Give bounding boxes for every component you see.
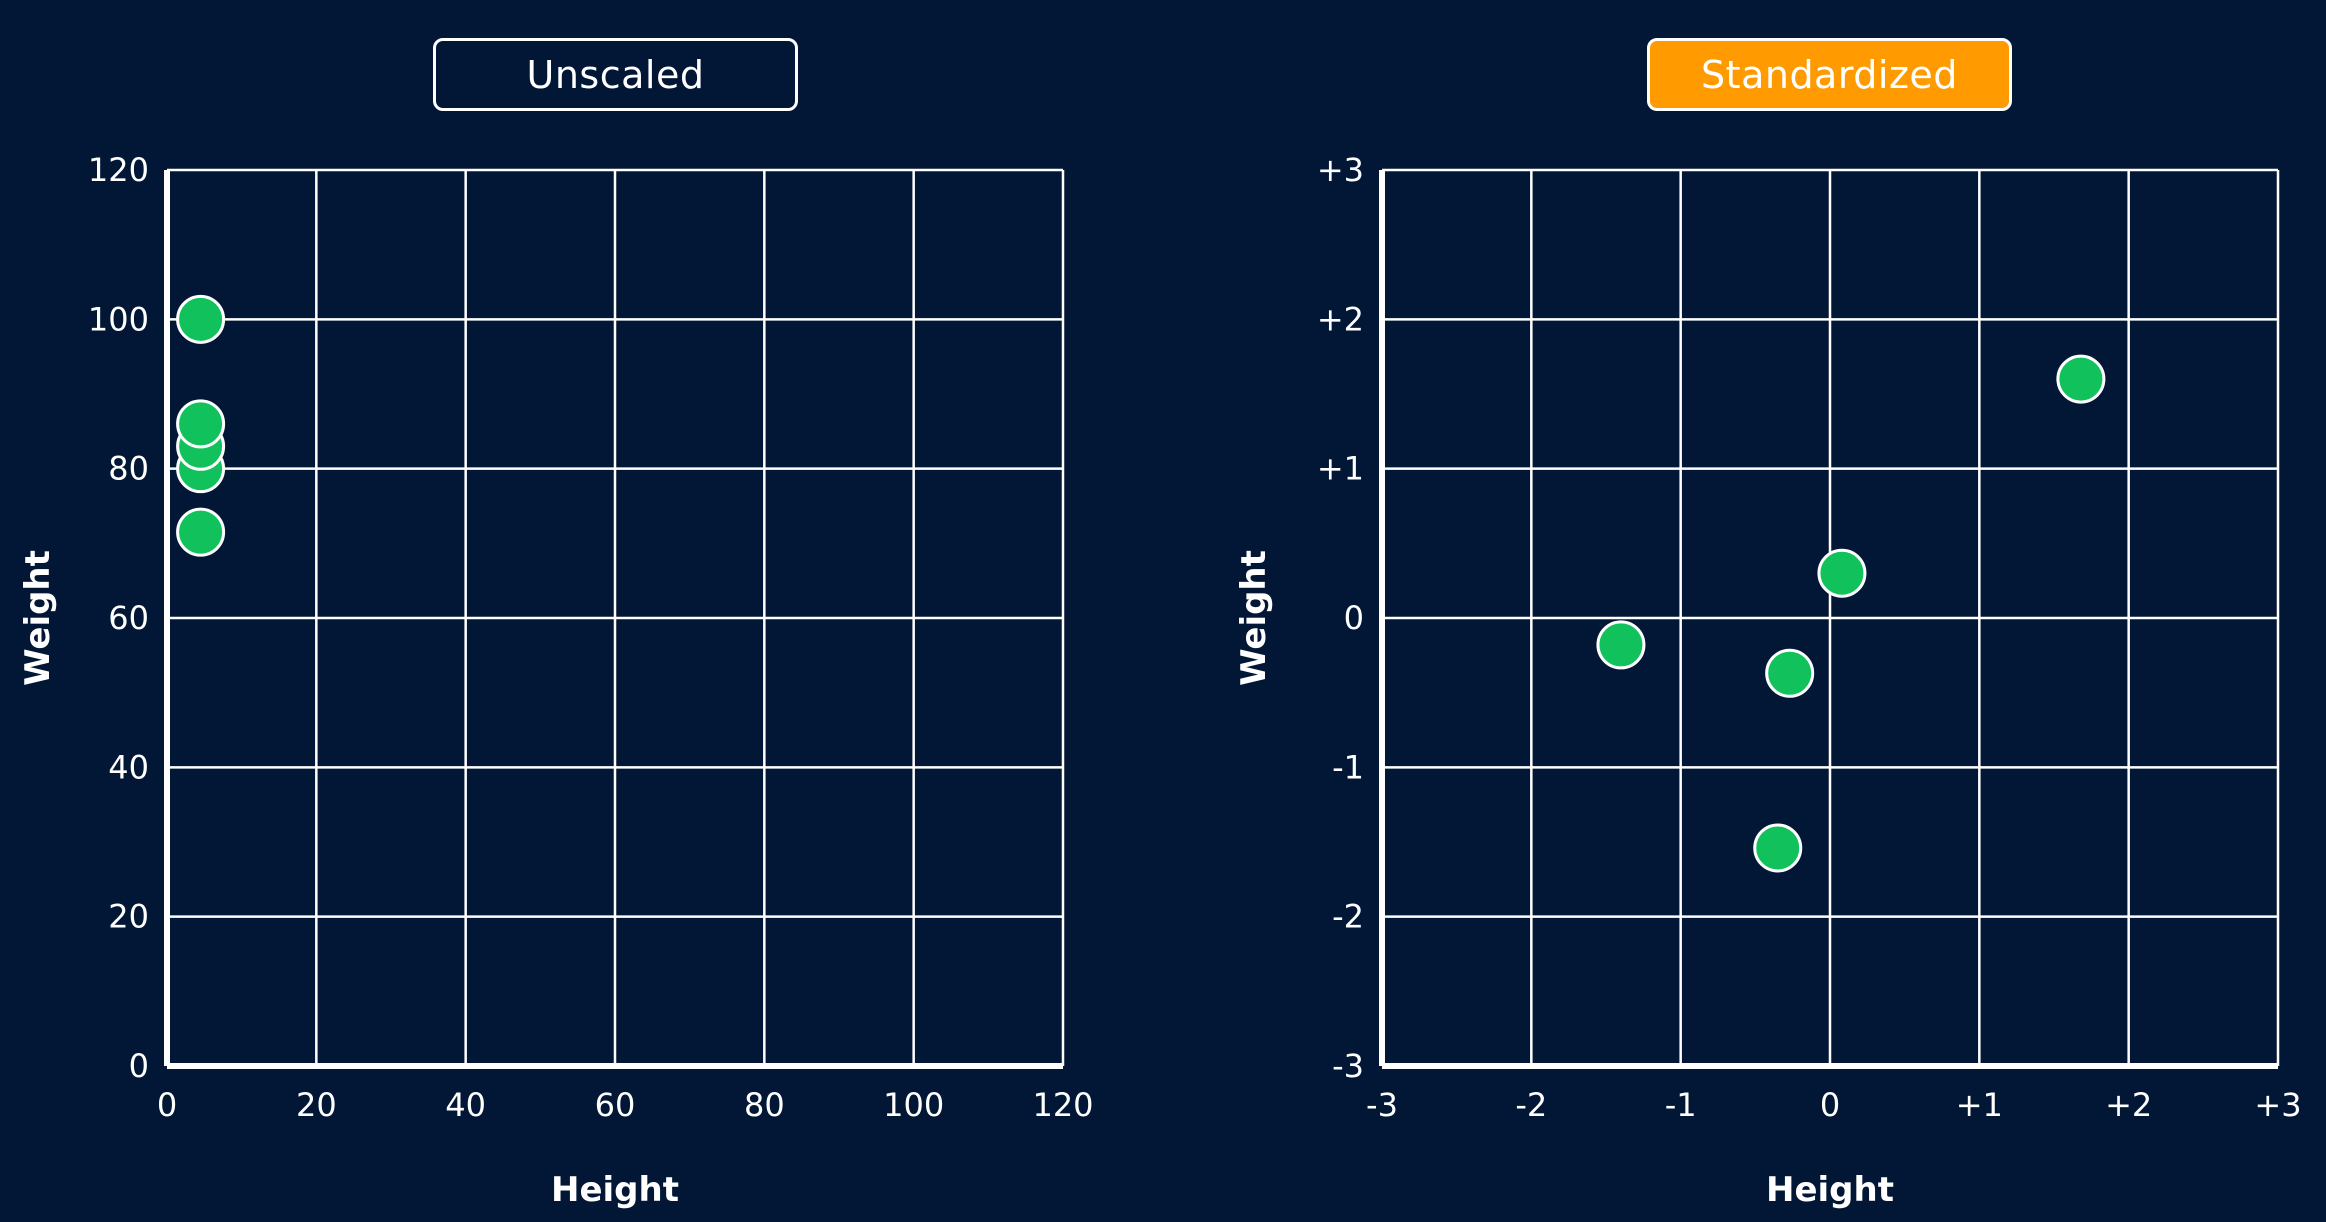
standardized-xtick-label: +2 xyxy=(2105,1086,2152,1124)
standardized-xtick-label: +1 xyxy=(1956,1086,2003,1124)
unscaled-ytick-label: 100 xyxy=(88,300,149,338)
unscaled-data-point xyxy=(176,294,226,344)
standardized-xtick-label: -1 xyxy=(1665,1086,1697,1124)
unscaled-ytick-label: 40 xyxy=(108,748,149,786)
standardized-xtick-label: -3 xyxy=(1366,1086,1398,1124)
standardized-data-point xyxy=(2056,354,2106,404)
standardized-y-axis-label: Weight xyxy=(1234,550,1274,686)
unscaled-plot: 0 20 40 60 80 100 120 0 20 40 60 80 100 120 Height Weig… xyxy=(18,151,1094,1210)
unscaled-ytick-label: 0 xyxy=(129,1047,149,1085)
standardized-xtick-label: 0 xyxy=(1820,1086,1840,1124)
unscaled-xtick-label: 20 xyxy=(296,1086,337,1124)
standardized-data-point xyxy=(1765,648,1815,698)
unscaled-xtick-label: 100 xyxy=(883,1086,944,1124)
standardized-data-point xyxy=(1753,823,1803,873)
standardized-data-point xyxy=(1817,548,1867,598)
standardized-data-point xyxy=(1596,620,1646,670)
standardized-ytick-label: +1 xyxy=(1317,450,1364,488)
standardized-ytick-label: 0 xyxy=(1344,599,1364,637)
standardized-plot: -3 -2 -1 0 +1 +2 +3 -3 -2 -1 0 +1 +2 +3 Height Weight xyxy=(1234,151,2302,1210)
unscaled-data-point xyxy=(176,399,226,449)
unscaled-xtick-label: 80 xyxy=(744,1086,785,1124)
unscaled-xtick-label: 0 xyxy=(157,1086,177,1124)
unscaled-y-axis-label: Weight xyxy=(18,550,58,686)
unscaled-xtick-label: 60 xyxy=(595,1086,636,1124)
unscaled-data-point xyxy=(176,507,226,557)
unscaled-ytick-label: 60 xyxy=(108,599,149,637)
standardized-button[interactable]: Standardized xyxy=(1647,38,2012,111)
standardized-ytick-label: +3 xyxy=(1317,151,1364,189)
standardized-xtick-label: -2 xyxy=(1515,1086,1547,1124)
unscaled-ytick-label: 80 xyxy=(108,450,149,488)
standardized-ytick-label: -3 xyxy=(1332,1047,1364,1085)
standardized-xtick-label: +3 xyxy=(2254,1086,2301,1124)
standardized-ytick-label: -1 xyxy=(1332,748,1364,786)
standardized-ytick-label: +2 xyxy=(1317,300,1364,338)
unscaled-ytick-label: 20 xyxy=(108,898,149,936)
unscaled-button[interactable]: Unscaled xyxy=(433,38,798,111)
unscaled-xtick-label: 120 xyxy=(1032,1086,1093,1124)
unscaled-x-axis-label: Height xyxy=(551,1170,679,1210)
standardized-ytick-label: -2 xyxy=(1332,898,1364,936)
unscaled-xtick-label: 40 xyxy=(445,1086,486,1124)
standardized-x-axis-label: Height xyxy=(1766,1170,1894,1210)
unscaled-ytick-label: 120 xyxy=(88,151,149,189)
